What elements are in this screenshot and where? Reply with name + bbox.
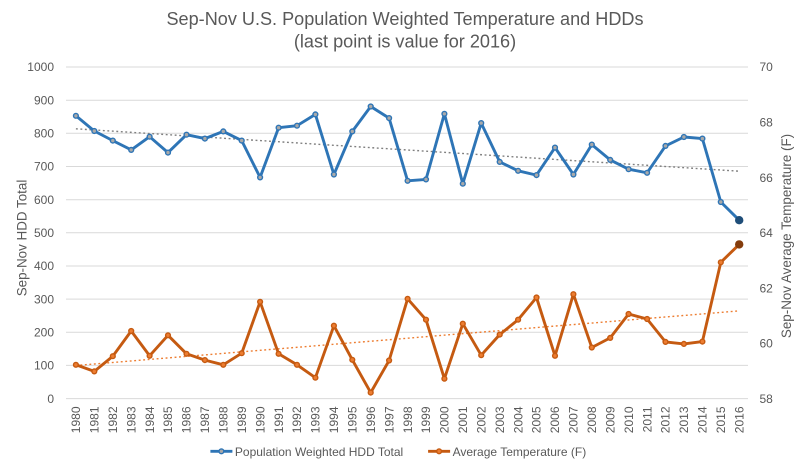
svg-text:1992: 1992 xyxy=(290,406,304,433)
svg-text:1983: 1983 xyxy=(124,406,138,433)
svg-text:2004: 2004 xyxy=(511,406,525,433)
svg-text:1998: 1998 xyxy=(401,406,415,433)
svg-text:400: 400 xyxy=(34,259,54,273)
svg-text:2000: 2000 xyxy=(438,406,452,433)
svg-text:1988: 1988 xyxy=(217,406,231,433)
svg-text:500: 500 xyxy=(34,226,54,240)
svg-text:68: 68 xyxy=(760,116,774,130)
svg-text:1996: 1996 xyxy=(364,406,378,433)
svg-text:Sep-Nov U.S. Population Weight: Sep-Nov U.S. Population Weighted Tempera… xyxy=(166,9,643,29)
svg-text:900: 900 xyxy=(34,93,54,107)
svg-text:2002: 2002 xyxy=(474,406,488,433)
svg-text:62: 62 xyxy=(760,281,774,295)
svg-text:2008: 2008 xyxy=(585,406,599,433)
svg-text:1994: 1994 xyxy=(327,406,341,433)
svg-text:300: 300 xyxy=(34,292,54,306)
svg-text:2009: 2009 xyxy=(603,406,617,433)
svg-text:1987: 1987 xyxy=(198,406,212,433)
svg-text:64: 64 xyxy=(760,226,774,240)
svg-text:100: 100 xyxy=(34,359,54,373)
svg-text:58: 58 xyxy=(760,392,774,406)
svg-text:2001: 2001 xyxy=(456,406,470,433)
svg-text:66: 66 xyxy=(760,171,774,185)
svg-text:600: 600 xyxy=(34,193,54,207)
svg-text:2015: 2015 xyxy=(714,406,728,433)
svg-text:200: 200 xyxy=(34,326,54,340)
svg-text:1000: 1000 xyxy=(27,60,54,74)
svg-text:1985: 1985 xyxy=(161,406,175,433)
svg-text:2003: 2003 xyxy=(493,406,507,433)
svg-text:1993: 1993 xyxy=(309,406,323,433)
svg-text:Population Weighted HDD Total: Population Weighted HDD Total xyxy=(235,445,403,459)
svg-text:70: 70 xyxy=(760,60,774,74)
svg-text:1999: 1999 xyxy=(419,406,433,433)
svg-text:0: 0 xyxy=(47,392,54,406)
svg-text:2012: 2012 xyxy=(659,406,673,433)
svg-text:2011: 2011 xyxy=(640,406,654,432)
svg-text:800: 800 xyxy=(34,127,54,141)
svg-text:1989: 1989 xyxy=(235,406,249,433)
svg-text:2014: 2014 xyxy=(696,406,710,433)
svg-text:Sep-Nov HDD Total: Sep-Nov HDD Total xyxy=(15,180,30,297)
svg-text:1981: 1981 xyxy=(88,406,102,433)
svg-text:1997: 1997 xyxy=(382,406,396,433)
svg-text:Average Temperature (F): Average Temperature (F) xyxy=(453,445,587,459)
svg-text:700: 700 xyxy=(34,160,54,174)
svg-text:1990: 1990 xyxy=(253,406,267,433)
svg-text:1984: 1984 xyxy=(143,406,157,433)
svg-text:2005: 2005 xyxy=(530,406,544,433)
svg-text:(last point is value for 2016): (last point is value for 2016) xyxy=(294,31,516,51)
svg-text:1982: 1982 xyxy=(106,406,120,433)
svg-text:2010: 2010 xyxy=(622,406,636,433)
svg-text:2016: 2016 xyxy=(732,406,746,433)
svg-text:1991: 1991 xyxy=(272,406,286,433)
svg-text:2013: 2013 xyxy=(677,406,691,433)
svg-text:Sep-Nov Average Temperature (F: Sep-Nov Average Temperature (F) xyxy=(779,134,794,338)
svg-text:1995: 1995 xyxy=(346,406,360,433)
svg-text:60: 60 xyxy=(760,337,774,351)
svg-text:1986: 1986 xyxy=(180,406,194,433)
svg-text:1980: 1980 xyxy=(69,406,83,433)
svg-text:2006: 2006 xyxy=(548,406,562,433)
svg-text:2007: 2007 xyxy=(567,406,581,433)
